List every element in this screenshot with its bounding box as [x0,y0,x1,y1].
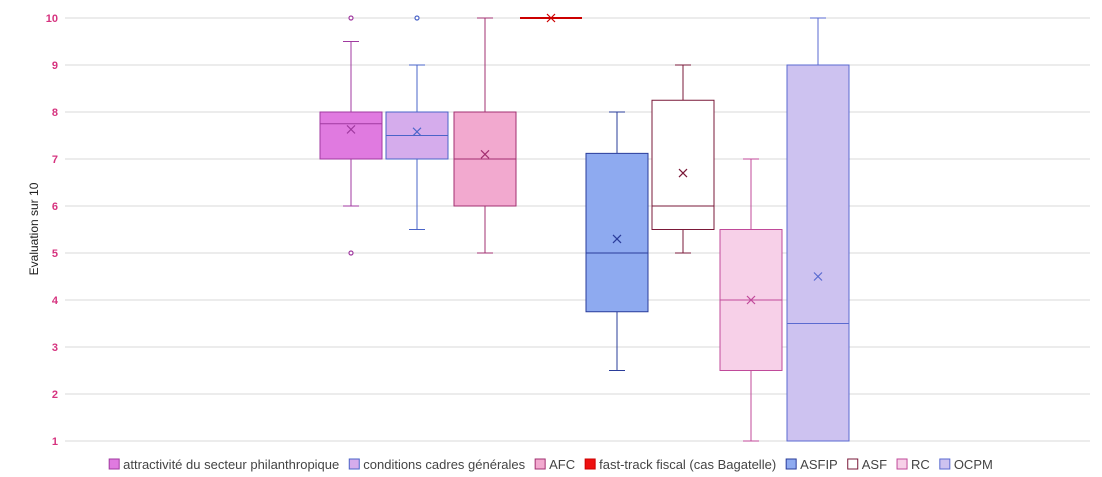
box-body [319,111,383,160]
box-8 [786,17,850,442]
legend-label: conditions cadres générales [363,457,525,472]
mean-marker-stroke [678,168,688,178]
legend-label: attractivité du secteur philanthropique [123,457,339,472]
legend-item: attractivité du secteur philanthropique [108,457,339,472]
mean-marker [480,149,490,159]
y-tick-label: 3 [52,342,58,354]
mean-marker-stroke [546,13,556,23]
mean-marker-stroke [746,295,756,305]
box-body [786,64,850,442]
legend-item: OCPM [939,457,993,472]
legend-label: ASF [862,457,887,472]
legend-swatch [896,458,908,470]
legend-item: ASFIP [785,457,838,472]
box-body [651,99,715,230]
y-tick-label: 8 [52,107,58,119]
legend-item: fast-track fiscal (cas Bagatelle) [584,457,776,472]
mean-marker [612,234,622,244]
mean-marker-stroke [480,149,490,159]
mean-marker [813,272,823,281]
legend-label: AFC [549,457,575,472]
legend-item: RC [896,457,930,472]
legend-swatch [785,458,797,470]
y-axis-label: Evaluation sur 10 [27,182,41,275]
y-tick-label: 4 [52,295,59,307]
legend-item: conditions cadres générales [348,457,526,472]
box-7 [719,158,783,442]
y-tick-label: 7 [52,154,58,166]
box-3 [453,17,517,254]
box-4 [520,13,582,23]
y-tick-label: 6 [52,201,58,213]
mean-marker [746,295,756,305]
legend-label: OCPM [954,457,993,472]
legend-swatch [534,458,546,470]
mean-marker [346,124,356,134]
y-tick-label: 9 [52,60,58,72]
mean-marker-stroke [813,272,823,281]
y-tick-label: 1 [52,436,58,448]
outlier-point [348,250,354,256]
gridlines [65,17,1090,442]
outlier-point [414,15,420,21]
y-tick-label: 2 [52,389,58,401]
box-2 [385,15,449,230]
legend-label: ASFIP [800,457,838,472]
mean-marker [678,168,688,178]
legend: attractivité du secteur philanthropique c… [108,457,993,472]
box-6 [651,64,715,254]
legend-label: RC [911,457,930,472]
box-5 [585,111,649,371]
legend-item: AFC [534,457,575,472]
legend-item: ASF [847,457,887,472]
legend-swatch [348,458,360,470]
legend-swatch [939,458,951,470]
y-tick-label: 5 [52,248,58,260]
mean-marker-stroke [346,124,356,134]
y-axis: 1 2 3 4 5 6 7 8 9 10 [46,13,59,448]
mean-marker [546,13,556,23]
legend-swatch [847,458,859,470]
box-1 [319,15,383,256]
mean-marker-stroke [612,234,622,244]
legend-swatch [584,458,596,470]
legend-label: fast-track fiscal (cas Bagatelle) [599,457,776,472]
box-body [585,152,649,313]
legend-swatch [108,458,120,470]
box-series-group [319,13,850,442]
y-tick-label: 10 [46,13,58,25]
outlier-point [348,15,354,21]
mean-marker-stroke [412,127,422,137]
mean-marker [412,127,422,137]
